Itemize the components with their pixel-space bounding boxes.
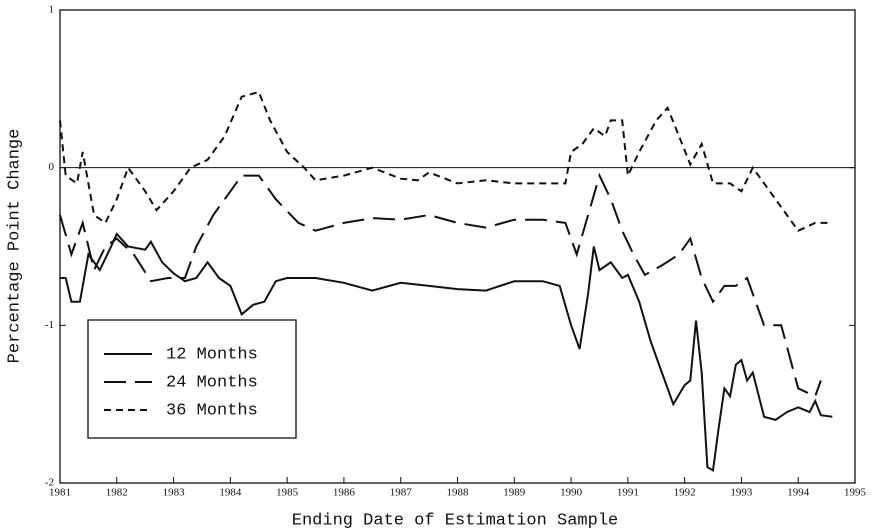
legend-box	[87, 319, 297, 439]
x-tick-label: 1994	[787, 487, 810, 499]
x-tick-label: 1992	[674, 487, 696, 499]
legend-label: 36 Months	[166, 401, 258, 420]
x-tick-label: 1987	[390, 487, 413, 499]
x-tick-label: 1982	[106, 487, 128, 499]
x-tick-label: 1984	[219, 487, 242, 499]
x-tick-label: 1993	[730, 487, 753, 499]
x-tick-label: 1990	[560, 487, 583, 499]
y-tick-label: -1	[45, 319, 54, 331]
y-tick-label: 0	[49, 161, 55, 173]
series-line	[59, 90, 833, 232]
x-tick-label: 1983	[163, 487, 186, 499]
x-tick-label: 1989	[503, 487, 526, 499]
x-axis-title: Ending Date of Estimation Sample	[292, 511, 618, 530]
y-axis-title: Percentage Point Change	[5, 129, 24, 364]
y-tick-label: 1	[49, 4, 55, 16]
legend-label: 12 Months	[166, 345, 258, 364]
y-tick-label: -2	[45, 477, 54, 489]
x-tick-label: 1988	[447, 487, 470, 499]
series-line	[60, 232, 833, 473]
x-tick-label: 1986	[333, 487, 356, 499]
x-tick-label: 1995	[844, 487, 867, 499]
legend-label: 24 Months	[166, 373, 258, 392]
x-tick-label: 1991	[617, 487, 639, 499]
x-tick-label: 1985	[276, 487, 299, 499]
x-tick-label: 1981	[49, 487, 71, 499]
series-line	[59, 172, 822, 398]
